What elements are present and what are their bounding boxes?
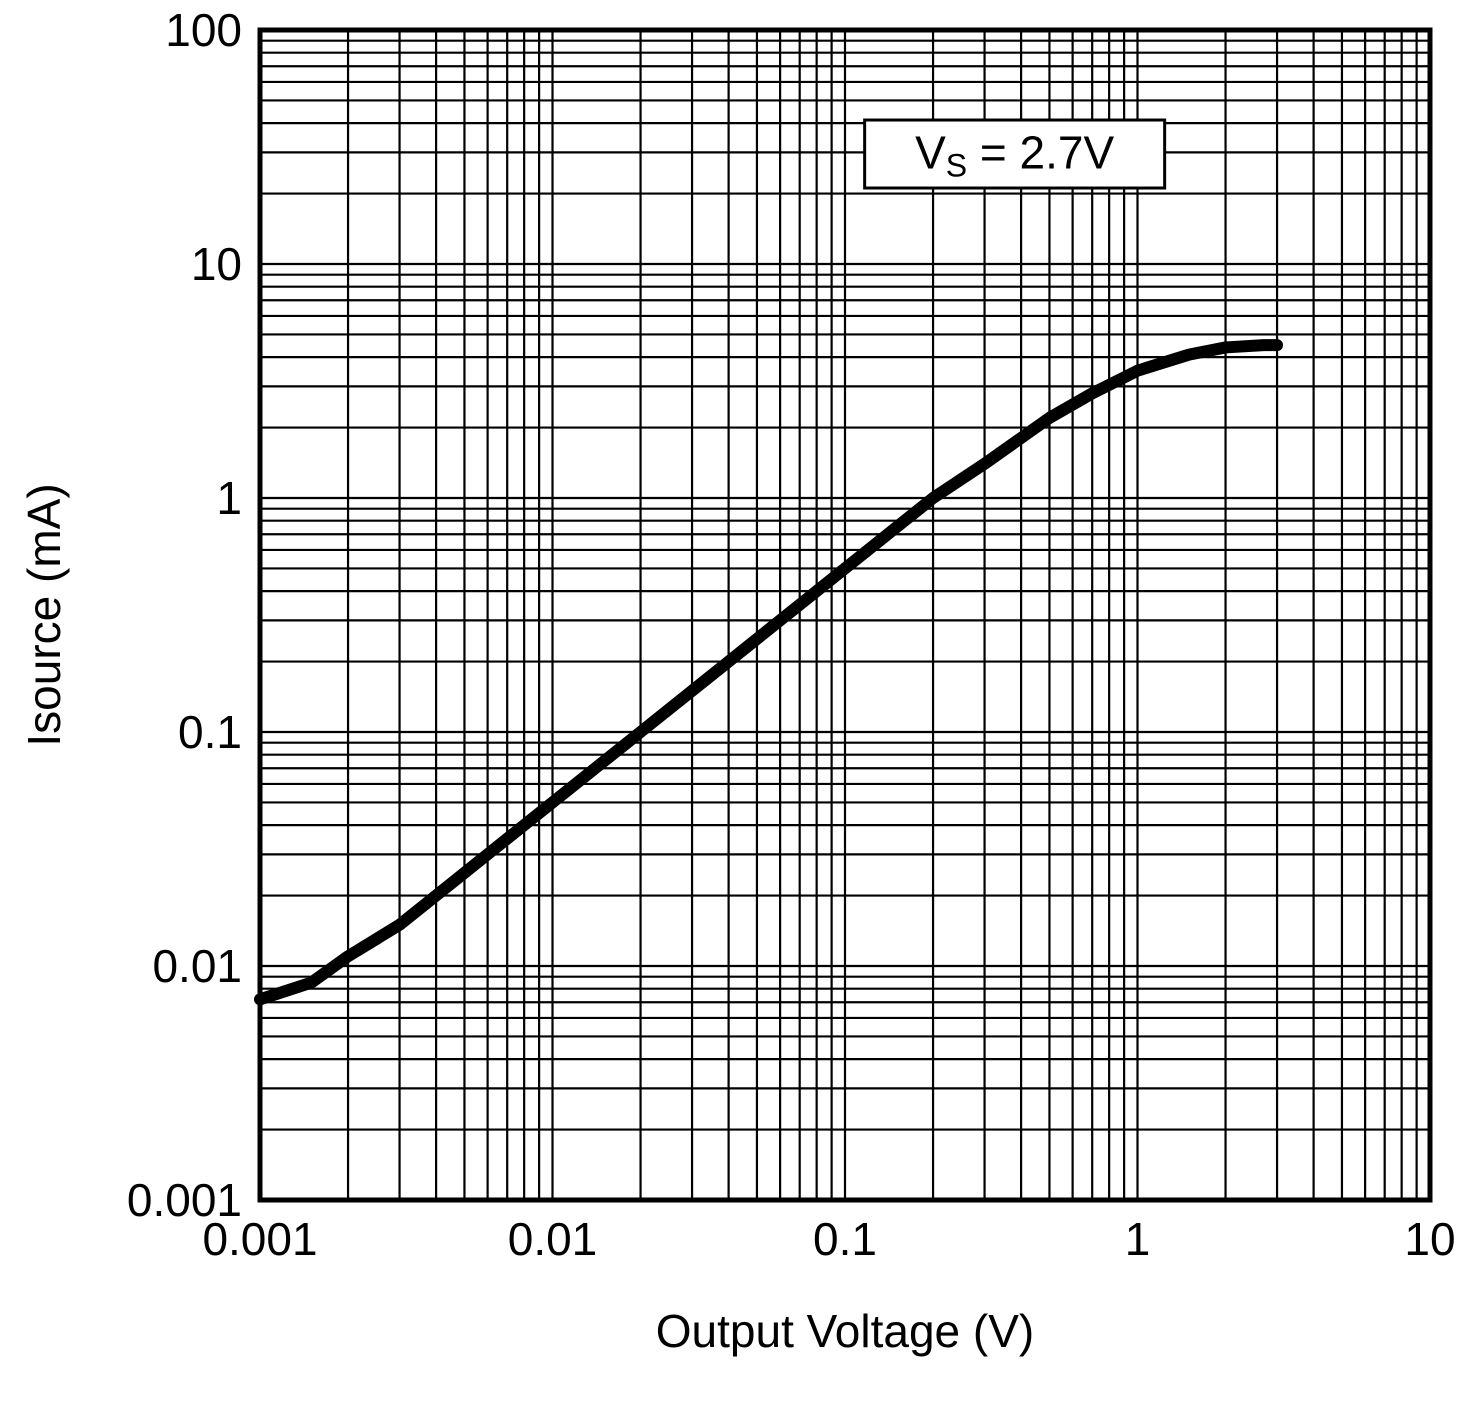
- x-tick-label: 0.1: [813, 1213, 877, 1265]
- x-tick-label: 10: [1404, 1213, 1455, 1265]
- x-tick-label: 1: [1125, 1213, 1151, 1265]
- x-axis-label: Output Voltage (V): [656, 1305, 1034, 1357]
- loglog-chart: VS = 2.7V 0.0010.010.11100.0010.010.1110…: [0, 0, 1463, 1406]
- y-tick-label: 0.1: [178, 706, 242, 758]
- y-tick-label: 100: [165, 4, 242, 56]
- y-tick-label: 0.001: [127, 1174, 242, 1226]
- x-tick-label: 0.01: [508, 1213, 598, 1265]
- y-tick-label: 0.01: [152, 940, 242, 992]
- y-tick-label: 10: [191, 238, 242, 290]
- annotation-text: VS = 2.7V: [915, 127, 1114, 184]
- y-tick-label: 1: [216, 472, 242, 524]
- y-axis-label: Isource (mA): [18, 483, 70, 746]
